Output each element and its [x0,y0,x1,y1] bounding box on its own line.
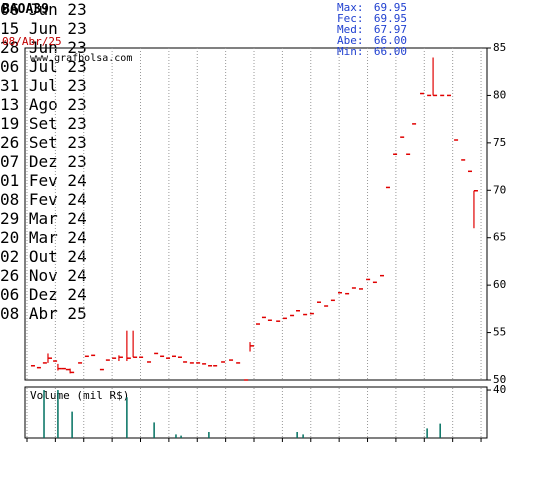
x-tick-label: 29 Mar 24 [0,209,87,228]
stat-value: 69.95 [373,1,407,14]
y-tick-label: 85 [493,41,506,54]
x-tick-label: 08 Abr 25 [0,304,87,323]
y-tick-label: 55 [493,326,506,339]
stat-label: Max: [337,1,364,14]
x-tick-label: 01 Fev 24 [0,171,87,190]
stat-value: 69.95 [373,12,407,25]
watermark: www.grafbolsa.com [30,53,132,64]
y-tick-label: 65 [493,231,506,244]
stat-value: 67.97 [373,23,407,36]
y-tick-label: 60 [493,278,506,291]
stat-label: Med: [337,23,364,36]
y-tick-label: 75 [493,136,506,149]
stat-row: Fec: 69.95 [337,13,407,24]
x-tick-label: 07 Dez 23 [0,152,87,171]
stat-row: Max: 69.95 [337,2,407,13]
x-tick-label: 13 Ago 23 [0,95,87,114]
ticker-title: BAOA39 [2,2,49,17]
y-tick-label: 80 [493,88,506,101]
y-tick-label: 70 [493,183,506,196]
y-tick-label: 40 [493,383,506,396]
x-tick-label: 06 Jul 23 [0,57,87,76]
y-tick-label: 50 [493,373,506,386]
x-tick-label: 15 Jun 23 [0,19,87,38]
stats: Max: 69.95 Fec: 69.95 Med: 67.97 Abe: 66.00 Min:… [337,2,407,57]
stat-label: Abe: [337,34,364,47]
x-tick-label: 31 Jul 23 [0,76,87,95]
volume-frame [24,386,488,439]
stat-row: Abe: 66.00 [337,35,407,46]
x-tick-label: 06 Dez 24 [0,285,87,304]
x-tick-label: 02 Out 24 [0,247,87,266]
stat-row: Med: 67.97 [337,24,407,35]
stat-label: Fec: [337,12,364,25]
price-frame [24,47,488,381]
x-tick-label: 26 Nov 24 [0,266,87,285]
stat-label: Min: [337,45,364,58]
x-tick-label: 06 Jun 23 [0,0,87,19]
quote-date: 08/Abr/25 [2,35,62,48]
x-tick-label: 19 Set 23 [0,114,87,133]
stat-value: 66.00 [373,34,407,47]
x-tick-label: 20 Mar 24 [0,228,87,247]
volume-label: Volume (mil R$) [30,389,129,402]
stat-value: 66.00 [373,45,407,58]
x-tick-label: 08 Fev 24 [0,190,87,209]
x-tick-label: 26 Set 23 [0,133,87,152]
stat-row: Min: 66.00 [337,46,407,57]
